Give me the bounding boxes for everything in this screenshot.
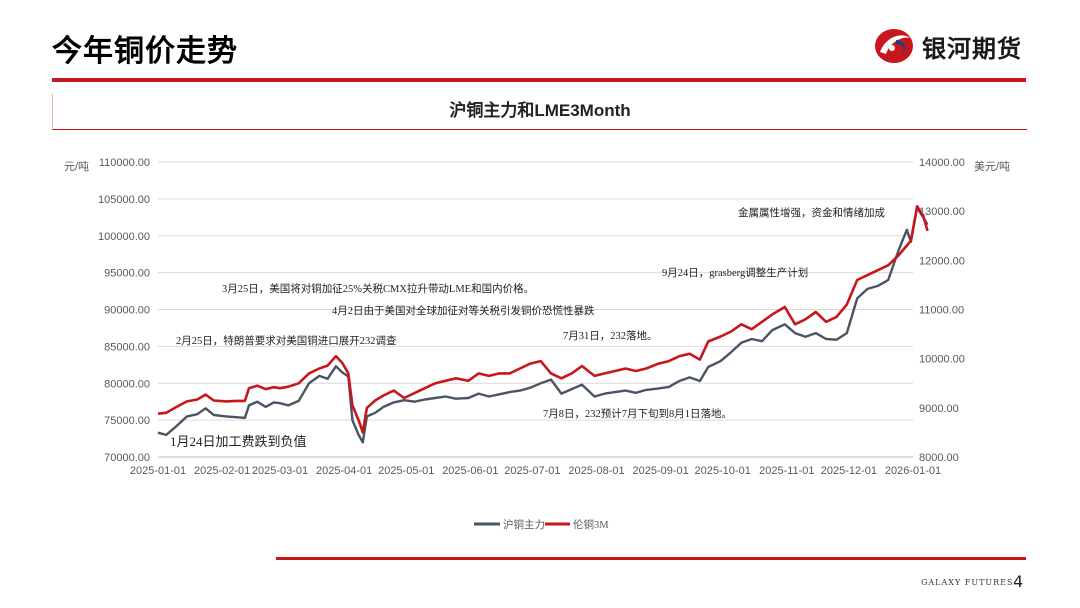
y-right-tick-label: 8000.00 [919,452,959,464]
company-logo: 银河期货 [872,26,1022,66]
legend-label-shfe: 沪铜主力 [503,518,545,531]
y-left-tick-label: 90000.00 [104,305,150,317]
x-tick-label: 2025-01-01 [130,465,186,477]
y-right-axis-label: 美元/吨 [974,160,1010,173]
y-left-tick-label: 100000.00 [98,231,150,243]
y-left-tick-label: 110000.00 [99,157,150,169]
chart-header-panel: 沪铜主力和LME3Month [52,94,1027,130]
y-right-tick-label: 14000.00 [919,157,965,169]
y-left-tick-label: 75000.00 [104,415,150,427]
y-right-tick-label: 10000.00 [919,354,965,366]
chart-annotation: 9月24日，grasberg调整生产计划 [662,266,808,279]
y-right-tick-label: 11000.00 [919,305,964,317]
x-tick-label: 2025-11-01 [759,465,814,477]
chart-title: 沪铜主力和LME3Month [449,101,631,120]
y-right-tick-label: 9000.00 [919,403,959,415]
chart-annotation: 7月8日，232预计7月下旬到8月1日落地。 [543,407,732,420]
chart-annotation: 7月31日，232落地。 [563,329,658,342]
x-tick-label: 2025-03-01 [252,465,308,477]
y-left-tick-label: 85000.00 [104,341,150,353]
x-tick-label: 2025-07-01 [504,465,560,477]
series-line-shfe [157,206,929,444]
legend-label-lme: 伦铜3M [573,518,609,531]
chart-annotation: 4月2日由于美国对全球加征对等关税引发铜价恐慌性暴跌 [332,304,595,317]
chart-annotation: 1月24日加工费跌到负值 [170,434,307,449]
bottom-divider [276,557,1026,560]
chart-annotation: 3月25日，美国将对铜加征25%关税CMX拉升带动LME和国内价格。 [222,282,534,295]
y-left-tick-label: 80000.00 [104,378,150,390]
series-line-lme [157,205,929,434]
y-left-tick-label: 95000.00 [104,268,150,280]
y-left-tick-label: 70000.00 [104,452,150,464]
x-tick-label: 2025-05-01 [378,465,434,477]
chart-annotation: 金属属性增强，资金和情绪加成 [738,206,885,219]
x-tick-label: 2026-01-01 [885,465,941,477]
galaxy-logo-icon [875,29,913,63]
top-divider [52,78,1026,82]
y-right-tick-label: 12000.00 [919,255,965,267]
logo-text: 银河期货 [922,34,1022,63]
y-left-axis-label: 元/吨 [64,160,89,173]
page-number: 4 [1013,572,1024,591]
x-tick-label: 2025-08-01 [568,465,624,477]
y-right-tick-label: 13000.00 [919,206,965,218]
x-tick-label: 2025-04-01 [316,465,372,477]
x-tick-label: 2025-02-01 [194,465,250,477]
x-tick-label: 2025-06-01 [442,465,498,477]
y-left-tick-label: 105000.00 [98,194,150,206]
footer-brand: GALAXY FUTURES [921,578,1014,587]
slide-title: 今年铜价走势 [52,34,238,69]
x-tick-label: 2025-10-01 [695,465,751,477]
x-tick-label: 2025-09-01 [633,465,689,477]
copper-price-chart: 110000.00 105000.00 100000.00 95000.00 90000… [64,157,1010,531]
x-tick-label: 2025-12-01 [821,465,877,477]
chart-annotation: 2月25日，特朗普要求对美国铜进口展开232调查 [176,334,397,347]
